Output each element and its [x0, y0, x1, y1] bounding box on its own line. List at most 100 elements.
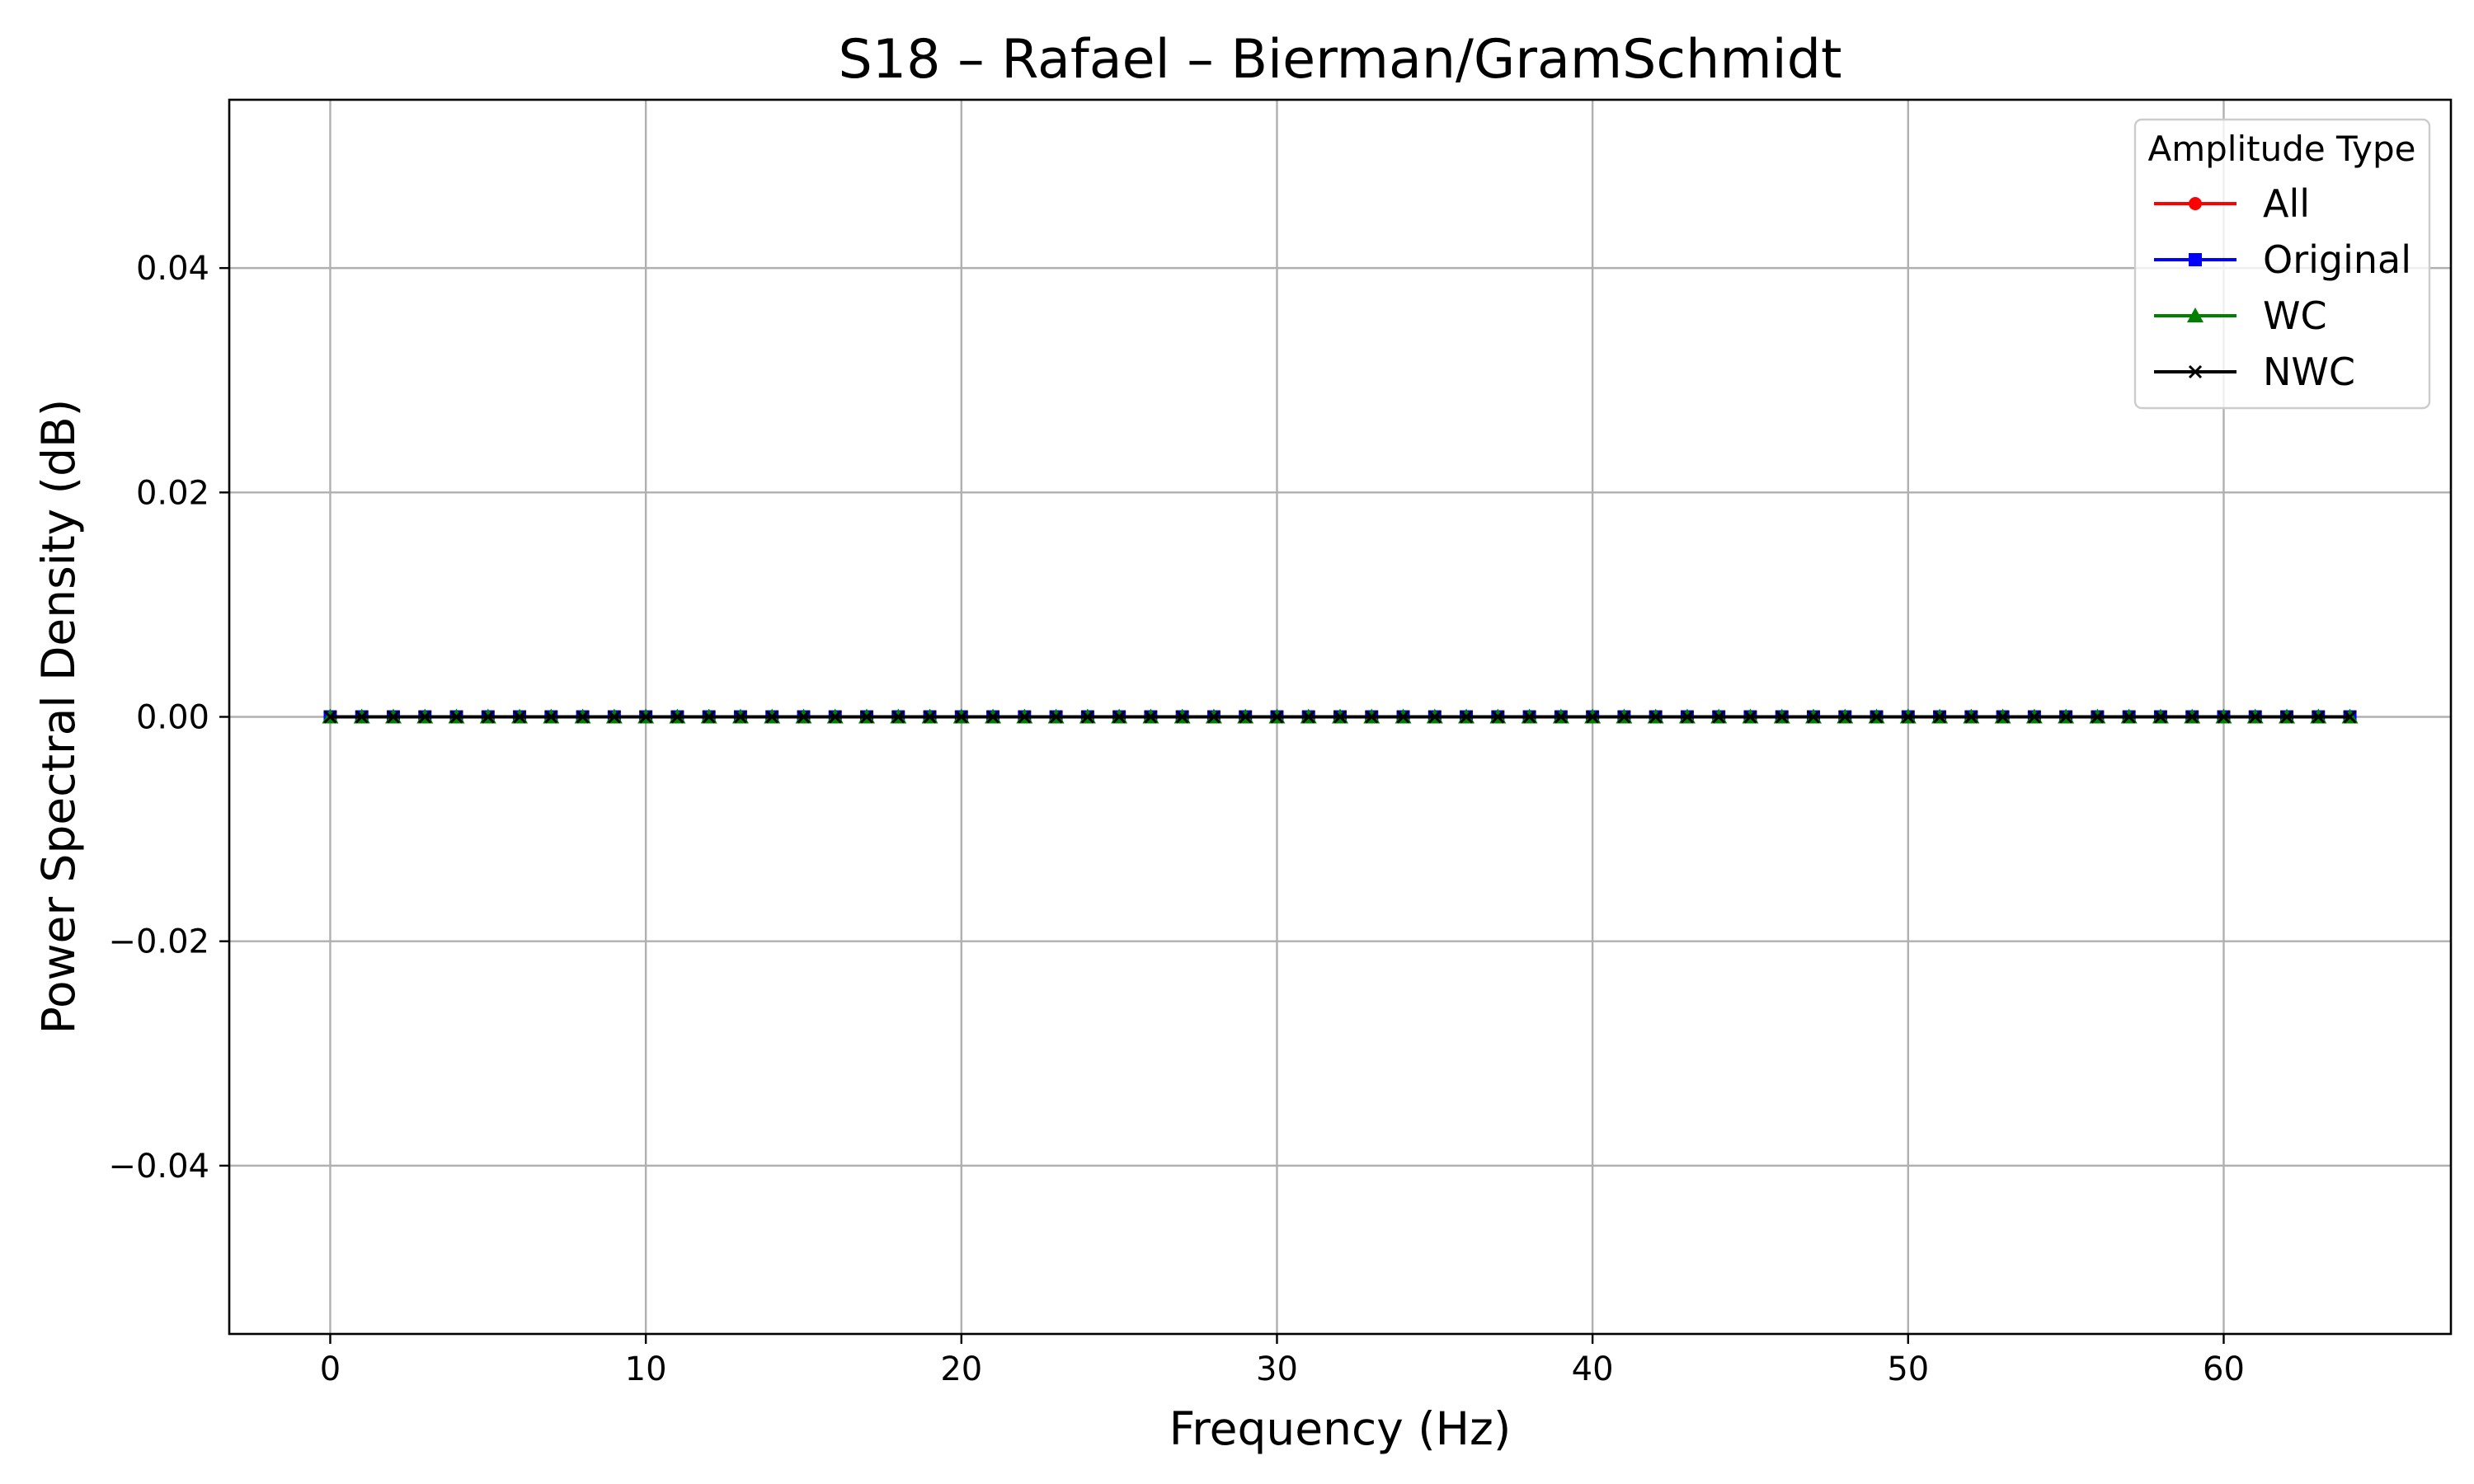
data-point-nwc — [1775, 710, 1789, 724]
y-axis-label: Power Spectral Density (dB) — [32, 399, 85, 1034]
data-point-nwc — [1554, 710, 1568, 724]
data-point-nwc — [1018, 710, 1032, 724]
data-point-nwc — [1144, 710, 1158, 724]
data-point-nwc — [891, 710, 905, 724]
data-point-nwc — [985, 710, 1000, 724]
legend-box — [2133, 118, 2431, 410]
data-point-nwc — [797, 710, 811, 724]
data-point-nwc — [418, 710, 432, 724]
data-point-nwc — [1617, 710, 1631, 724]
legend: Amplitude Type All Original WC NWC — [2133, 118, 2431, 410]
x-tick-label: 50 — [1887, 1350, 1929, 1388]
y-tick-label: 0.00 — [136, 699, 209, 737]
legend-label-wc: WC — [2263, 294, 2327, 338]
data-point-nwc — [449, 710, 463, 724]
x-tick-label: 60 — [2203, 1350, 2245, 1388]
legend-marker-original — [2189, 253, 2202, 266]
data-point-nwc — [323, 710, 337, 724]
data-point-nwc — [954, 710, 968, 724]
legend-entry-nwc: NWC — [2154, 350, 2355, 394]
y-axis: −0.04 −0.02 0.00 0.02 0.04 — [108, 250, 229, 1186]
data-point-nwc — [1049, 710, 1063, 724]
chart-title: S18 – Rafael – Bierman/GramSchmidt — [839, 29, 1842, 91]
data-point-nwc — [923, 710, 937, 724]
legend-entry-original: Original — [2154, 237, 2411, 282]
data-point-nwc — [355, 710, 369, 724]
data-point-nwc — [1680, 710, 1695, 724]
data-point-nwc — [1522, 710, 1536, 724]
data-point-nwc — [1712, 710, 1726, 724]
x-tick-label: 0 — [320, 1350, 341, 1388]
data-point-nwc — [670, 710, 684, 724]
data-point-nwc — [2185, 710, 2199, 724]
x-tick-label: 40 — [1572, 1350, 1614, 1388]
data-point-nwc — [2217, 710, 2231, 724]
data-point-nwc — [1870, 710, 1884, 724]
data-point-nwc — [576, 710, 590, 724]
data-point-nwc — [1933, 710, 1947, 724]
data-point-nwc — [1806, 710, 1821, 724]
data-point-nwc — [1365, 710, 1379, 724]
data-point-nwc — [702, 710, 716, 724]
data-point-nwc — [1427, 710, 1442, 724]
data-point-nwc — [1301, 710, 1315, 724]
data-point-nwc — [1270, 710, 1284, 724]
y-tick-label: 0.02 — [136, 474, 209, 512]
data-point-nwc — [512, 710, 527, 724]
data-point-nwc — [607, 710, 621, 724]
x-axis: 0 10 20 30 40 50 60 — [320, 1334, 2245, 1388]
data-point-nwc — [1175, 710, 1189, 724]
y-tick-label: 0.04 — [136, 250, 209, 288]
data-point-nwc — [1649, 710, 1663, 724]
data-point-nwc — [765, 710, 779, 724]
data-point-nwc — [1964, 710, 1978, 724]
data-point-nwc — [2248, 710, 2262, 724]
data-point-nwc — [828, 710, 842, 724]
data-point-nwc — [1080, 710, 1094, 724]
legend-marker-all — [2189, 197, 2202, 210]
series-nwc — [323, 710, 2357, 724]
data-point-nwc — [1112, 710, 1126, 724]
data-point-nwc — [1396, 710, 1410, 724]
data-point-nwc — [2122, 710, 2136, 724]
legend-entry-wc: WC — [2154, 294, 2327, 338]
legend-entries: All Original WC NWC — [2154, 181, 2411, 394]
data-point-nwc — [386, 710, 401, 724]
data-point-nwc — [1743, 710, 1757, 724]
data-point-nwc — [2027, 710, 2041, 724]
data-point-nwc — [733, 710, 747, 724]
data-point-nwc — [544, 710, 558, 724]
data-point-nwc — [1996, 710, 2010, 724]
legend-entry-all: All — [2154, 181, 2310, 226]
data-point-nwc — [1460, 710, 1474, 724]
data-point-nwc — [2312, 710, 2326, 724]
x-axis-label: Frequency (Hz) — [1169, 1402, 1512, 1455]
data-point-nwc — [2091, 710, 2105, 724]
data-point-nwc — [1586, 710, 1600, 724]
data-point-nwc — [1333, 710, 1348, 724]
data-point-nwc — [481, 710, 495, 724]
data-point-nwc — [1206, 710, 1221, 724]
x-tick-label: 10 — [625, 1350, 667, 1388]
legend-marker-nwc — [2188, 364, 2203, 379]
y-tick-label: −0.02 — [108, 923, 209, 961]
series-layer — [322, 708, 2359, 724]
legend-marker-wc — [2187, 308, 2204, 322]
data-point-nwc — [1491, 710, 1505, 724]
x-tick-label: 20 — [940, 1350, 982, 1388]
legend-label-all: All — [2263, 181, 2310, 226]
data-point-nwc — [859, 710, 874, 724]
y-tick-label: −0.04 — [108, 1148, 209, 1186]
data-point-nwc — [2343, 710, 2357, 724]
legend-label-nwc: NWC — [2263, 350, 2355, 394]
data-point-nwc — [2059, 710, 2073, 724]
data-point-nwc — [1239, 710, 1253, 724]
data-point-nwc — [2279, 710, 2294, 724]
data-point-nwc — [639, 710, 653, 724]
legend-label-original: Original — [2263, 237, 2411, 282]
data-point-nwc — [2153, 710, 2168, 724]
x-tick-label: 30 — [1256, 1350, 1298, 1388]
data-point-nwc — [1901, 710, 1915, 724]
